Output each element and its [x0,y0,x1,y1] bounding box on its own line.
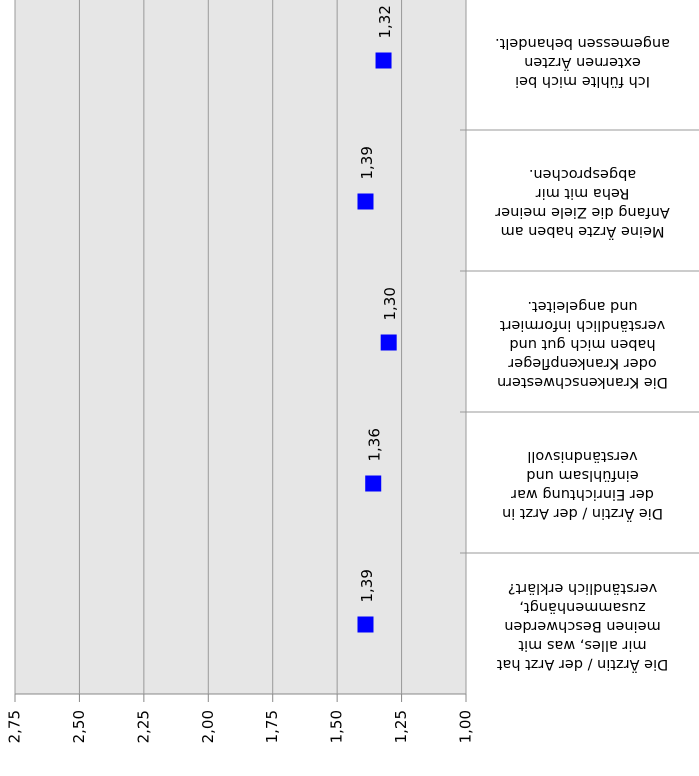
marker [375,52,392,69]
x-tick-label: 1,00 [457,710,475,743]
data-label: 1,39 [358,569,376,602]
x-tick-label: 2,50 [70,710,88,743]
category-label: Die Krankenschwestern oder Krankenpflege… [497,298,668,390]
category-label: Die Ärztin / der Arzt hat mir alles, was… [496,580,669,672]
x-tick-label: 1,25 [392,710,410,743]
x-tick-label: 2,25 [134,710,152,743]
marker [380,334,397,351]
marker [365,475,382,492]
x-tick-label: 2,00 [199,710,217,743]
marker [357,616,374,633]
category-label: Die Ärztin / der Arzt in der Einrichtung… [502,448,663,522]
data-label: 1,36 [366,428,384,461]
marker [357,193,374,210]
x-tick-label: 1,50 [328,710,346,743]
x-tick-label: 1,75 [263,710,281,743]
data-label: 1,32 [376,5,394,38]
x-tick-label: 2,75 [6,710,24,743]
category-label: Meine Ärzte haben am Anfang die Ziele me… [495,166,670,240]
data-label: 1,39 [358,146,376,179]
data-label: 1,30 [381,287,399,320]
category-label: Ich fühlte mich bei externen Ärzten ange… [495,35,670,89]
plot-area [15,0,466,694]
